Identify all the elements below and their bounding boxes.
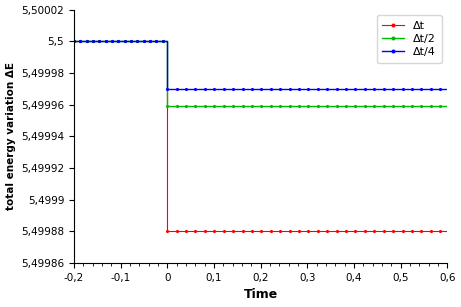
Y-axis label: total energy variation ΔE: total energy variation ΔE [6,62,16,210]
Δt/2 [433,104,438,108]
Δt/4 [400,87,405,91]
Δt [104,39,110,43]
Δt/4 [444,87,450,91]
X-axis label: Time: Time [243,289,278,301]
Δt/2 [400,104,405,108]
Δt/2 [71,39,77,43]
Δt [433,230,438,233]
Δt [400,230,405,233]
Δt [76,39,82,43]
Δt [71,39,77,43]
Δt/4 [76,39,82,43]
Δt [165,230,170,233]
Δt [186,230,191,233]
Δt/2 [130,39,135,43]
Line: Δt/4: Δt/4 [72,40,449,91]
Δt/4 [104,39,110,43]
Δt/4 [71,39,77,43]
Δt [444,230,450,233]
Δt/4 [130,39,135,43]
Line: Δt: Δt [72,40,449,233]
Δt/2 [76,39,82,43]
Δt/2 [444,104,450,108]
Δt/4 [433,87,438,91]
Δt/2 [104,39,110,43]
Legend: Δt, Δt/2, Δt/4: Δt, Δt/2, Δt/4 [377,15,442,63]
Δt/2 [186,104,191,108]
Δt/4 [165,87,170,91]
Δt [130,39,135,43]
Line: Δt/2: Δt/2 [72,40,449,108]
Δt/4 [186,87,191,91]
Δt/2 [165,104,170,108]
